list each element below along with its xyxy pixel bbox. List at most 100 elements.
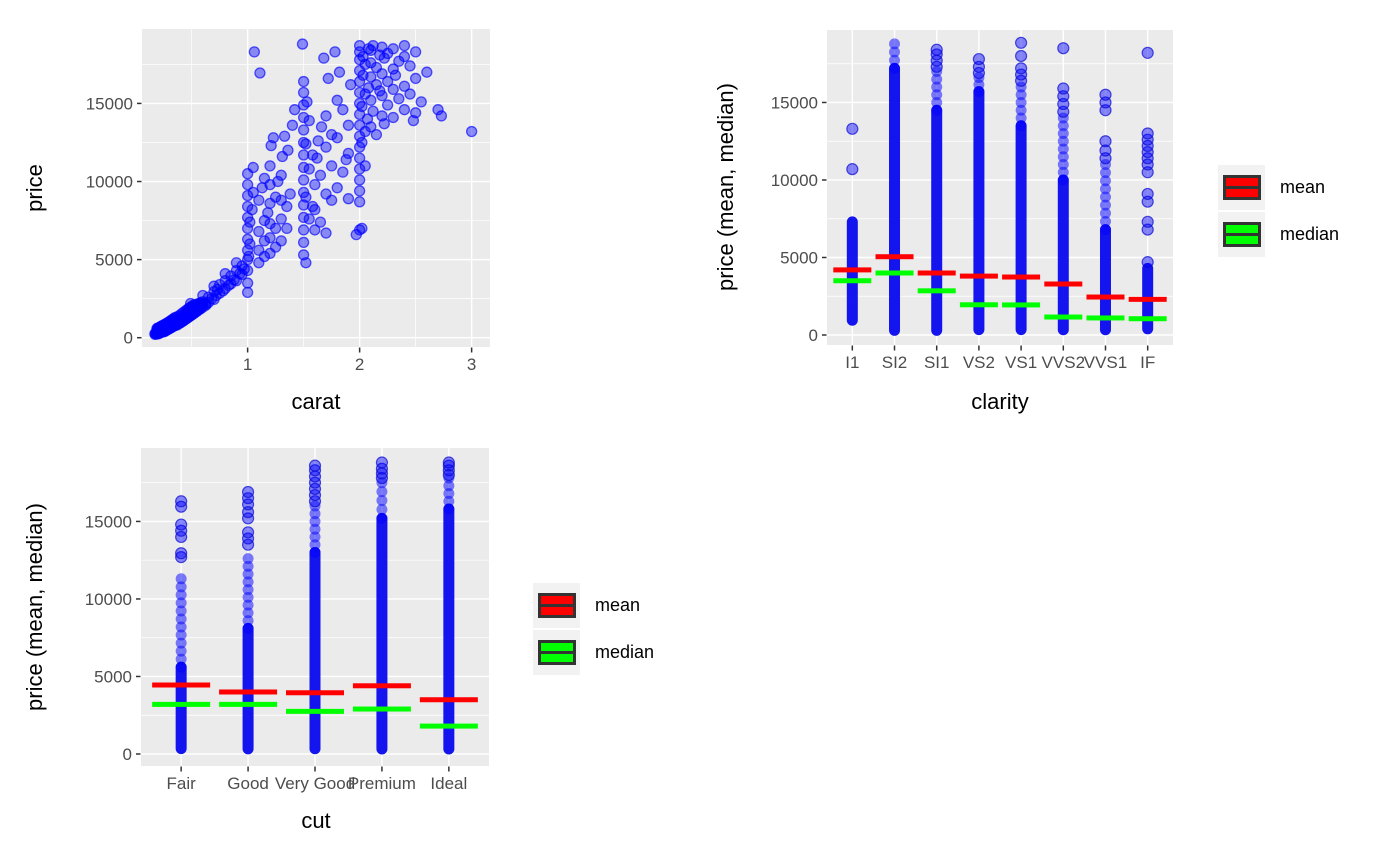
scatter-point bbox=[264, 160, 276, 172]
scatter-point bbox=[331, 182, 343, 194]
mean-crossbar bbox=[1128, 296, 1167, 302]
strip-point bbox=[1057, 112, 1069, 124]
scatter-point bbox=[409, 107, 422, 119]
strip-point bbox=[1015, 112, 1027, 124]
mean-crossbar bbox=[875, 254, 914, 260]
strip-point bbox=[242, 576, 254, 588]
scatter-point bbox=[387, 43, 399, 55]
outlier-point bbox=[930, 43, 943, 56]
scatter-point bbox=[325, 194, 338, 206]
strip-point bbox=[1057, 158, 1069, 170]
scatter-point bbox=[331, 94, 343, 106]
outlier-point bbox=[1014, 62, 1028, 75]
outlier-point bbox=[1141, 256, 1154, 269]
x-tick-label: Good bbox=[227, 774, 269, 793]
scatter-point bbox=[337, 104, 349, 116]
x-tick-label: Ideal bbox=[430, 774, 467, 793]
strip-point bbox=[175, 645, 187, 657]
x-axis-title-clarity: clarity bbox=[971, 389, 1029, 414]
mean-crossbar-icon bbox=[537, 593, 576, 618]
scatter-point bbox=[297, 124, 310, 136]
legend-label-mean: mean bbox=[1280, 177, 1326, 197]
legend-label-median: median bbox=[595, 642, 655, 662]
median-crossbar-icon bbox=[1222, 222, 1261, 247]
outlier-point bbox=[1057, 82, 1070, 95]
scatter-point bbox=[289, 104, 301, 116]
scatter-point bbox=[241, 189, 254, 202]
x-tick-label: VS1 bbox=[1005, 353, 1037, 372]
scatter-point bbox=[398, 39, 411, 52]
crossbar-layer bbox=[152, 682, 478, 729]
scatter-point bbox=[398, 80, 411, 92]
scatter-point bbox=[421, 66, 433, 78]
mean-crossbar bbox=[959, 273, 998, 279]
strip-point bbox=[242, 584, 254, 596]
mean-crossbar bbox=[419, 697, 478, 703]
scatter-point bbox=[409, 72, 422, 85]
outlier-point bbox=[1099, 88, 1112, 101]
x-tick-label: Premium bbox=[348, 774, 416, 793]
scatter-point bbox=[303, 114, 315, 127]
strip-point bbox=[1057, 135, 1069, 147]
scatter-point bbox=[253, 225, 265, 238]
strip-point bbox=[931, 65, 943, 77]
scatter-point bbox=[356, 100, 368, 113]
outlier-point bbox=[846, 122, 859, 135]
outlier-point bbox=[1141, 187, 1154, 201]
y-tick-label: 5000 bbox=[94, 667, 132, 686]
strip-point bbox=[242, 607, 254, 619]
outlier-point bbox=[308, 459, 322, 472]
strip-point bbox=[931, 96, 943, 108]
strip-point bbox=[1015, 81, 1027, 93]
scatter-point bbox=[243, 250, 255, 263]
x-axis-title-carat: carat bbox=[291, 389, 341, 414]
outlier-point bbox=[442, 459, 455, 472]
outlier-point bbox=[241, 538, 255, 551]
scatter-point bbox=[435, 110, 448, 122]
scatter-point bbox=[296, 38, 309, 50]
scatter-point bbox=[342, 147, 355, 160]
strip-point bbox=[175, 597, 187, 609]
outlier-point bbox=[241, 485, 255, 499]
scatter-point bbox=[353, 196, 366, 208]
scatter-point bbox=[244, 238, 256, 250]
strip-point bbox=[1099, 167, 1111, 179]
scatter-point bbox=[353, 174, 366, 186]
outlier-point bbox=[930, 60, 943, 73]
crossbar-midline bbox=[540, 651, 573, 654]
strip-point bbox=[309, 539, 321, 551]
data-layer bbox=[149, 38, 478, 341]
strip-point bbox=[889, 38, 901, 50]
strip-point bbox=[443, 503, 455, 515]
x-tick-label: 1 bbox=[243, 355, 252, 374]
scatter-point bbox=[381, 75, 394, 88]
scatter-point bbox=[301, 96, 313, 108]
scatter-point bbox=[297, 75, 310, 88]
outlier-point bbox=[1141, 152, 1154, 165]
strip-point bbox=[309, 531, 321, 543]
strip-point bbox=[309, 523, 321, 535]
scatter-point bbox=[267, 132, 280, 144]
scatter-point bbox=[329, 46, 341, 58]
strip-point bbox=[931, 89, 943, 101]
median-crossbar bbox=[352, 706, 411, 712]
scatter-point bbox=[248, 46, 260, 58]
outlier-point bbox=[308, 488, 322, 502]
legend-cut: mean median bbox=[533, 583, 654, 675]
mean-crossbar bbox=[833, 267, 872, 273]
outlier-point bbox=[1014, 74, 1028, 87]
mean-key-swatch bbox=[533, 583, 580, 628]
strip-point bbox=[1057, 143, 1069, 155]
strip-point bbox=[376, 503, 388, 515]
strip-point bbox=[889, 62, 901, 74]
scatter-point bbox=[244, 216, 256, 228]
strip-point bbox=[1099, 215, 1111, 227]
scatter-point bbox=[309, 178, 321, 191]
outlier-point bbox=[846, 163, 859, 176]
scatter-point bbox=[404, 88, 416, 100]
median-key-swatch bbox=[533, 630, 580, 675]
scatter-point bbox=[370, 79, 383, 91]
strip-point bbox=[309, 546, 321, 558]
scatter-point bbox=[246, 203, 258, 216]
